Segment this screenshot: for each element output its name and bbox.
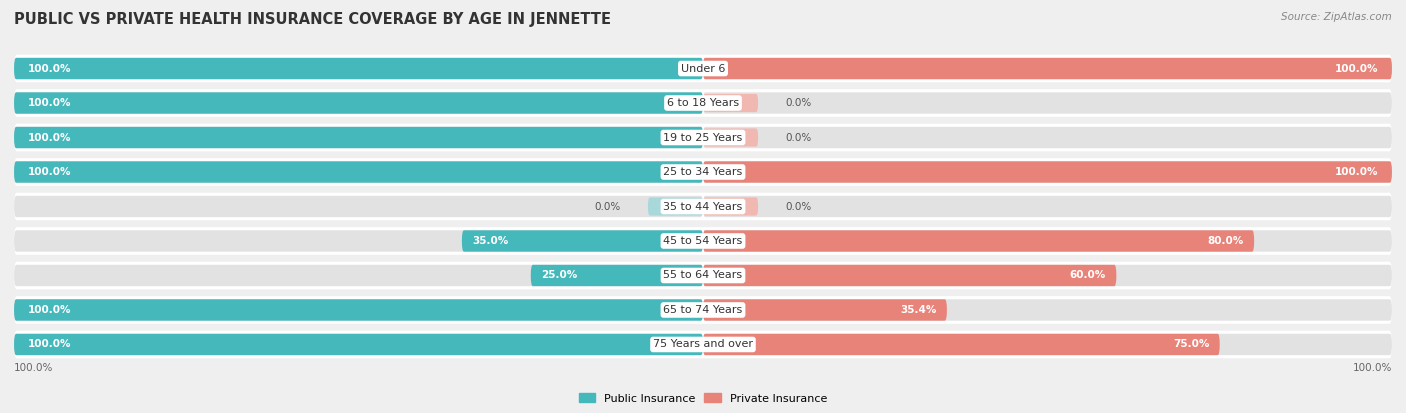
- Text: 0.0%: 0.0%: [786, 98, 811, 108]
- FancyBboxPatch shape: [703, 127, 1392, 148]
- Text: 65 to 74 Years: 65 to 74 Years: [664, 305, 742, 315]
- FancyBboxPatch shape: [703, 93, 1392, 114]
- FancyBboxPatch shape: [703, 196, 1392, 217]
- FancyBboxPatch shape: [703, 161, 1392, 183]
- FancyBboxPatch shape: [14, 158, 1392, 186]
- FancyBboxPatch shape: [703, 265, 1392, 286]
- Text: 0.0%: 0.0%: [786, 202, 811, 211]
- Text: 0.0%: 0.0%: [786, 133, 811, 142]
- FancyBboxPatch shape: [531, 265, 703, 286]
- FancyBboxPatch shape: [14, 124, 1392, 151]
- FancyBboxPatch shape: [14, 299, 703, 320]
- Text: 100.0%: 100.0%: [28, 64, 72, 74]
- Text: 55 to 64 Years: 55 to 64 Years: [664, 271, 742, 280]
- FancyBboxPatch shape: [14, 58, 703, 79]
- Text: 6 to 18 Years: 6 to 18 Years: [666, 98, 740, 108]
- Text: 35.0%: 35.0%: [472, 236, 509, 246]
- FancyBboxPatch shape: [14, 161, 703, 183]
- FancyBboxPatch shape: [461, 230, 703, 252]
- FancyBboxPatch shape: [14, 196, 703, 217]
- Text: 100.0%: 100.0%: [28, 305, 72, 315]
- FancyBboxPatch shape: [703, 58, 1392, 79]
- Text: 25 to 34 Years: 25 to 34 Years: [664, 167, 742, 177]
- FancyBboxPatch shape: [14, 193, 1392, 220]
- Text: Under 6: Under 6: [681, 64, 725, 74]
- FancyBboxPatch shape: [703, 299, 1392, 320]
- Text: 75 Years and over: 75 Years and over: [652, 339, 754, 349]
- Text: 100.0%: 100.0%: [28, 98, 72, 108]
- Text: 60.0%: 60.0%: [1070, 271, 1107, 280]
- FancyBboxPatch shape: [703, 128, 758, 147]
- Text: 35.4%: 35.4%: [900, 305, 936, 315]
- FancyBboxPatch shape: [14, 227, 1392, 255]
- FancyBboxPatch shape: [703, 299, 946, 320]
- FancyBboxPatch shape: [703, 94, 758, 112]
- Text: 75.0%: 75.0%: [1173, 339, 1209, 349]
- Text: Source: ZipAtlas.com: Source: ZipAtlas.com: [1281, 12, 1392, 22]
- FancyBboxPatch shape: [14, 161, 703, 183]
- Text: 0.0%: 0.0%: [595, 202, 620, 211]
- Text: 35 to 44 Years: 35 to 44 Years: [664, 202, 742, 211]
- FancyBboxPatch shape: [703, 230, 1254, 252]
- FancyBboxPatch shape: [14, 334, 703, 355]
- Text: 100.0%: 100.0%: [1334, 167, 1378, 177]
- FancyBboxPatch shape: [703, 161, 1392, 183]
- FancyBboxPatch shape: [14, 265, 703, 286]
- FancyBboxPatch shape: [14, 230, 703, 252]
- FancyBboxPatch shape: [14, 299, 703, 320]
- Text: 80.0%: 80.0%: [1208, 236, 1244, 246]
- FancyBboxPatch shape: [14, 55, 1392, 82]
- Text: 100.0%: 100.0%: [28, 167, 72, 177]
- FancyBboxPatch shape: [14, 93, 703, 114]
- FancyBboxPatch shape: [14, 296, 1392, 324]
- Text: 19 to 25 Years: 19 to 25 Years: [664, 133, 742, 142]
- Text: 100.0%: 100.0%: [1353, 363, 1392, 373]
- FancyBboxPatch shape: [14, 262, 1392, 289]
- FancyBboxPatch shape: [703, 334, 1392, 355]
- FancyBboxPatch shape: [703, 197, 758, 216]
- Text: PUBLIC VS PRIVATE HEALTH INSURANCE COVERAGE BY AGE IN JENNETTE: PUBLIC VS PRIVATE HEALTH INSURANCE COVER…: [14, 12, 612, 27]
- FancyBboxPatch shape: [703, 230, 1392, 252]
- FancyBboxPatch shape: [703, 334, 1219, 355]
- FancyBboxPatch shape: [14, 93, 703, 114]
- FancyBboxPatch shape: [703, 58, 1392, 79]
- FancyBboxPatch shape: [14, 127, 703, 148]
- FancyBboxPatch shape: [14, 334, 703, 355]
- Text: 100.0%: 100.0%: [14, 363, 53, 373]
- FancyBboxPatch shape: [703, 265, 1116, 286]
- Text: 100.0%: 100.0%: [28, 133, 72, 142]
- FancyBboxPatch shape: [648, 197, 703, 216]
- Text: 45 to 54 Years: 45 to 54 Years: [664, 236, 742, 246]
- Text: 100.0%: 100.0%: [28, 339, 72, 349]
- FancyBboxPatch shape: [14, 331, 1392, 358]
- Legend: Public Insurance, Private Insurance: Public Insurance, Private Insurance: [574, 389, 832, 408]
- FancyBboxPatch shape: [14, 58, 703, 79]
- Text: 25.0%: 25.0%: [541, 271, 578, 280]
- FancyBboxPatch shape: [14, 89, 1392, 117]
- FancyBboxPatch shape: [14, 127, 703, 148]
- Text: 100.0%: 100.0%: [1334, 64, 1378, 74]
